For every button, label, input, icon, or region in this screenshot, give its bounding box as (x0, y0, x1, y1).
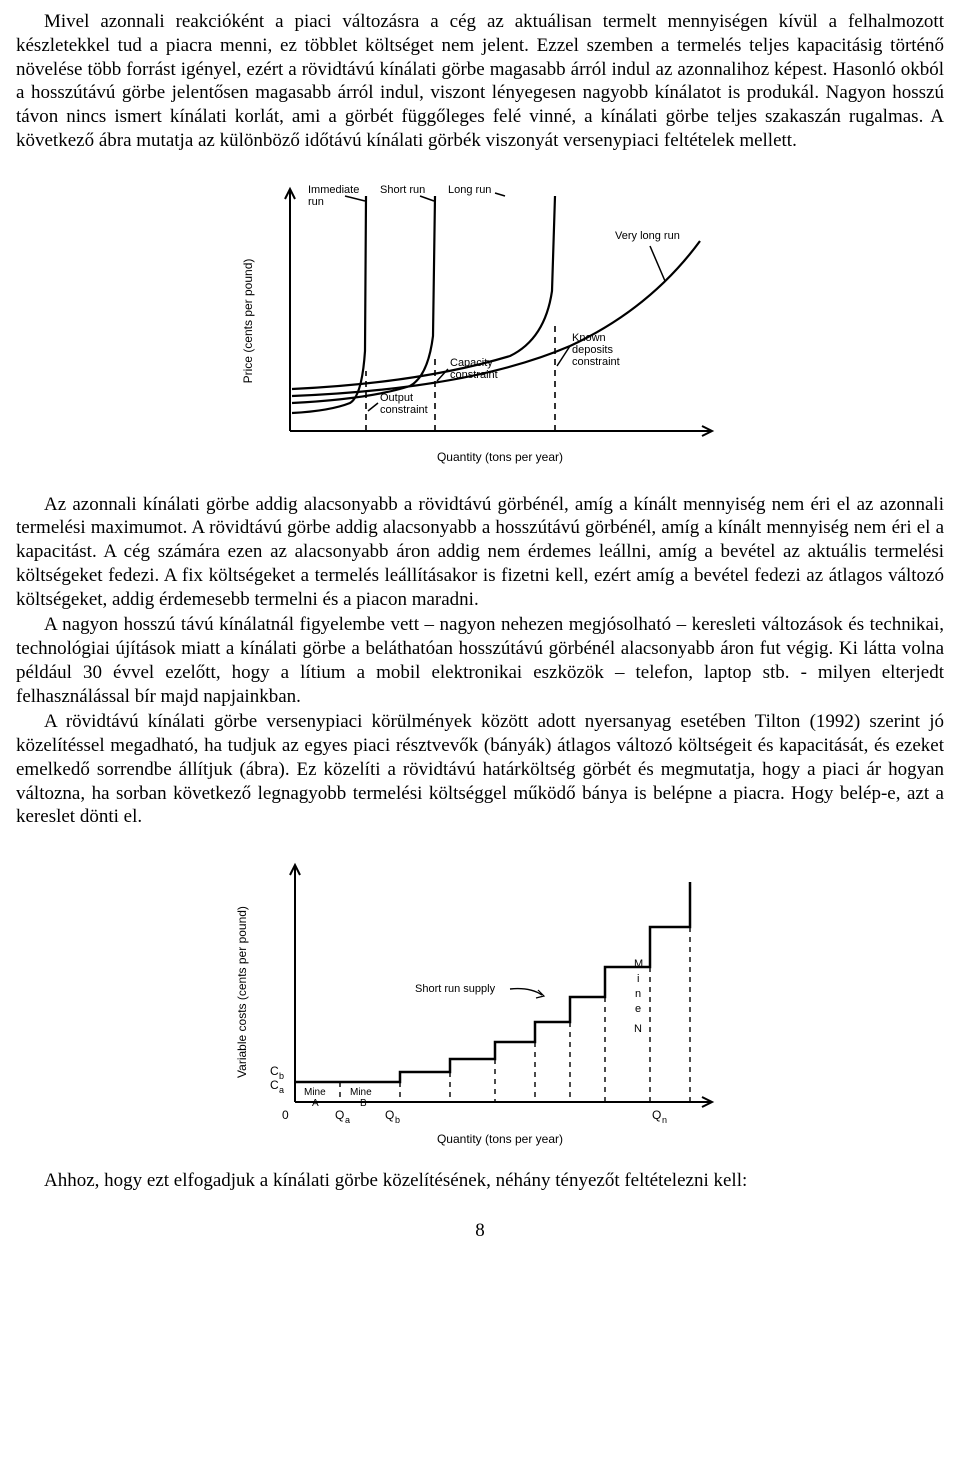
fig2-qa-sub: a (345, 1115, 350, 1125)
fig2-shortrun-label: Short run supply (415, 983, 496, 995)
fig2-ytick-ca: C (270, 1078, 279, 1092)
paragraph-2: Az azonnali kínálati görbe addig alacson… (16, 493, 944, 612)
fig2-mine-b: Mine (350, 1087, 372, 1098)
fig2-qn-sub: n (662, 1115, 667, 1125)
fig2-mine-n3: n (635, 988, 641, 1000)
fig2-origin: 0 (282, 1108, 289, 1122)
fig2-mine-n5: N (634, 1023, 642, 1035)
fig2-y-label: Variable costs (cents per pound) (235, 906, 249, 1078)
fig2-qn: Q (652, 1108, 661, 1122)
fig2-qa: Q (335, 1108, 344, 1122)
figure-1-supply-curves: Price (cents per pound) Quantity (tons p… (16, 171, 944, 471)
fig2-mine-a2: A (312, 1098, 319, 1109)
fig2-x-label: Quantity (tons per year) (437, 1132, 563, 1146)
fig2-mine-b2: B (360, 1098, 367, 1109)
fig2-ytick-cb: C (270, 1064, 279, 1078)
fig1-verylong-label: Very long run (615, 230, 680, 242)
fig2-mine-n4: e (635, 1003, 641, 1015)
fig1-y-label: Price (cents per pound) (241, 258, 255, 383)
fig1-known-label: Known (572, 332, 606, 344)
fig2-mine-a: Mine (304, 1087, 326, 1098)
fig2-mine-n: M (634, 958, 643, 970)
fig1-immediate-label2: run (308, 196, 324, 208)
fig1-known-label2: deposits (572, 344, 613, 356)
paragraph-1: Mivel azonnali reakcióként a piaci válto… (16, 10, 944, 153)
fig2-mine-n2: i (637, 973, 639, 985)
fig1-short-label: Short run (380, 184, 425, 196)
paragraph-5: Ahhoz, hogy ezt elfogadjuk a kínálati gö… (16, 1169, 944, 1193)
fig2-qb-sub: b (395, 1115, 400, 1125)
page-number: 8 (16, 1219, 944, 1243)
figure-2-step-supply: Variable costs (cents per pound) Quantit… (16, 847, 944, 1147)
fig1-x-label: Quantity (tons per year) (437, 450, 563, 464)
paragraph-4: A rövidtávú kínálati görbe versenypiaci … (16, 710, 944, 829)
fig2-ytick-cb-sub: b (279, 1071, 284, 1081)
fig1-long-label: Long run (448, 184, 491, 196)
fig1-output-label2: constraint (380, 404, 428, 416)
fig1-immediate-label: Immediate (308, 184, 359, 196)
fig2-qb: Q (385, 1108, 394, 1122)
paragraph-3: A nagyon hosszú távú kínálatnál figyelem… (16, 613, 944, 708)
fig1-known-label3: constraint (572, 356, 620, 368)
fig1-output-label: Output (380, 392, 413, 404)
fig2-ytick-ca-sub: a (279, 1085, 284, 1095)
fig1-capacity-label: Capacity (450, 357, 493, 369)
fig1-capacity-label2: constraint (450, 369, 498, 381)
